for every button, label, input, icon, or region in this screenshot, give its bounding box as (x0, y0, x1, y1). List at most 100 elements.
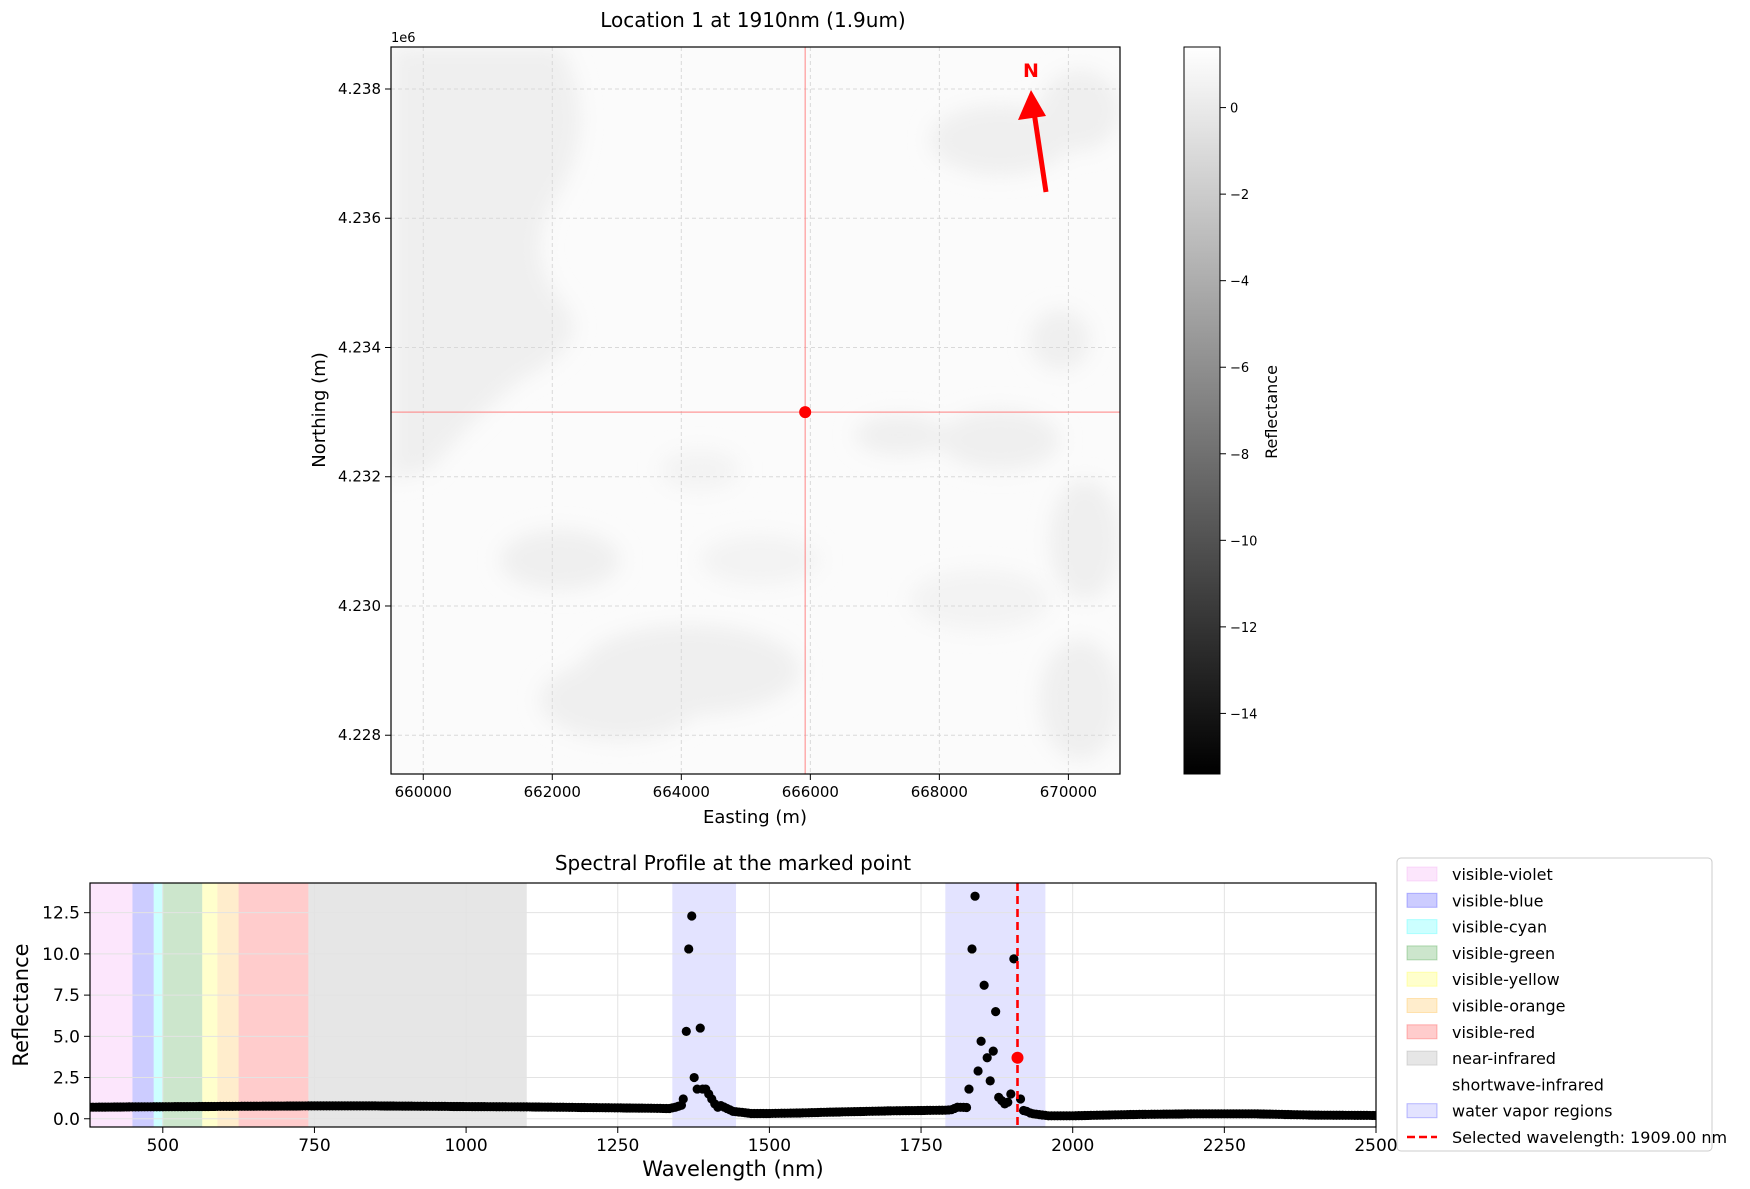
spectrum-x-tick-label: 500 (147, 1136, 179, 1156)
legend-label: visible-red (1452, 1023, 1535, 1042)
map-x-tick-label: 662000 (524, 783, 581, 801)
legend-swatch (1406, 998, 1438, 1013)
region-near-infrared (308, 883, 527, 1127)
spectrum-x-tick-label: 2500 (1354, 1136, 1397, 1156)
map-y-offset-label: 1e6 (391, 31, 416, 46)
reflectance-point (964, 1084, 974, 1094)
spectrum-x-tick-label: 1500 (748, 1136, 791, 1156)
legend-label: Selected wavelength: 1909.00 nm (1452, 1128, 1727, 1147)
spectrum-panel: Spectral Profile at the marked point 500… (9, 851, 1727, 1181)
spectrum-x-tick-label: 2250 (1203, 1136, 1246, 1156)
legend: visible-violet visible-blue visible-cyan vi… (1396, 857, 1727, 1152)
legend-label: visible-cyan (1452, 918, 1547, 937)
colorbar-tick-label: −12 (1230, 621, 1257, 636)
map-y-tick-label: 4.228 (338, 726, 381, 744)
reflectance-point (681, 1026, 691, 1036)
spectrum-y-ticks: 0.0 2.5 5.0 7.5 10.0 12.5 (42, 904, 90, 1130)
reflectance-point (961, 1102, 972, 1113)
region-water-vapor (945, 883, 1046, 1127)
reflectance-point (713, 1102, 723, 1112)
reflectance-point (687, 911, 697, 921)
reflectance-point (973, 1066, 983, 1076)
map-y-tick-label: 4.238 (338, 80, 381, 98)
selected-wavelength (1011, 883, 1024, 1127)
reflectance-point (1371, 1110, 1376, 1121)
spectrum-title: Spectral Profile at the marked point (555, 851, 911, 875)
legend-label: water vapor regions (1452, 1102, 1613, 1121)
colorbar-tick-label: 0 (1230, 102, 1238, 117)
reflectance-point (988, 1046, 998, 1056)
region-visible-cyan (153, 883, 163, 1127)
legend-label: visible-orange (1452, 997, 1566, 1016)
reflectance-point (695, 1023, 705, 1033)
map-gridlines (391, 47, 1120, 774)
map-x-tick-label: 664000 (653, 783, 710, 801)
map-x-ticks: 660000 662000 664000 666000 668000 670000 (395, 774, 1097, 801)
legend-swatch (1406, 971, 1438, 987)
region-visible-yellow (202, 883, 218, 1127)
map-panel: Location 1 at 1910nm (1.9um) (309, 8, 1281, 828)
spectral-regions (90, 883, 1046, 1127)
legend-swatch (1406, 1050, 1438, 1066)
marked-point-dot (799, 406, 812, 419)
reflectance-point (979, 980, 989, 990)
map-x-tick-label: 666000 (782, 783, 839, 801)
colorbar-tick-label: −4 (1230, 275, 1249, 290)
spectrum-x-tick-label: 1750 (899, 1136, 942, 1156)
reflectance-point (985, 1076, 995, 1086)
map-axes-frame (390, 46, 1121, 775)
selected-wavelength-point (1011, 1051, 1024, 1064)
legend-swatch (1406, 1103, 1438, 1119)
marked-point (391, 47, 1120, 774)
map-y-tick-label: 4.234 (338, 338, 381, 356)
colorbar: 0 −2 −4 −6 −8 −10 −12 −14 Reflectance (1183, 46, 1281, 775)
map-x-tick-label: 660000 (395, 783, 452, 801)
spectrum-x-axis-label: Wavelength (nm) (642, 1157, 823, 1181)
legend-swatch (1406, 866, 1438, 882)
spectrum-y-axis-label: Reflectance (9, 943, 33, 1066)
map-y-tick-label: 4.232 (338, 468, 381, 486)
colorbar-tick-label: −2 (1230, 188, 1249, 203)
region-visible-orange (217, 883, 239, 1127)
colorbar-tick-label: −6 (1230, 361, 1249, 376)
legend-label: visible-blue (1452, 891, 1544, 910)
legend-swatch (1406, 919, 1438, 935)
legend-label: shortwave-infrared (1452, 1075, 1604, 1094)
reflectance-points (90, 891, 1376, 1121)
region-visible-violet (90, 883, 133, 1127)
spectrum-y-tick-label: 7.5 (53, 986, 80, 1006)
spectrum-y-tick-label: 5.0 (53, 1027, 80, 1047)
legend-label: visible-yellow (1452, 970, 1560, 989)
spectrum-axes-frame (89, 882, 1377, 1128)
north-arrow-label: N (1023, 60, 1039, 82)
map-x-tick-label: 670000 (1040, 783, 1097, 801)
spectrum-x-tick-label: 1000 (444, 1136, 487, 1156)
reflectance-point (970, 891, 980, 901)
legend-swatch (1406, 892, 1438, 908)
region-visible-red (238, 883, 309, 1127)
reflectance-point (684, 944, 694, 954)
spectrum-y-tick-label: 2.5 (53, 1069, 80, 1089)
colorbar-ticks: 0 −2 −4 −6 −8 −10 −12 −14 (1220, 102, 1257, 722)
map-x-axis-label: Easting (m) (703, 807, 807, 828)
legend-swatch (1406, 945, 1438, 961)
map-y-axis-label: Northing (m) (309, 352, 330, 467)
legend-swatch (1406, 1024, 1438, 1040)
spectrum-x-tick-label: 750 (298, 1136, 330, 1156)
reflectance-point (1003, 1097, 1013, 1107)
reflectance-point (1006, 1089, 1016, 1099)
reflectance-point (991, 1006, 1001, 1017)
map-title: Location 1 at 1910nm (1.9um) (600, 8, 905, 32)
map-y-tick-label: 4.230 (338, 597, 381, 615)
colorbar-tick-label: −14 (1230, 707, 1257, 722)
reflectance-point (982, 1053, 992, 1063)
colorbar-label: Reflectance (1262, 365, 1281, 459)
reflectance-point (976, 1036, 986, 1046)
reflectance-point (1021, 1106, 1032, 1116)
colorbar-tick-label: −8 (1230, 448, 1249, 463)
spectrum-y-tick-label: 0.0 (53, 1110, 80, 1130)
reflectance-point (1009, 954, 1019, 964)
colorbar-gradient (1183, 46, 1221, 775)
legend-entries: visible-violet visible-blue visible-cyan vi… (1406, 865, 1727, 1147)
